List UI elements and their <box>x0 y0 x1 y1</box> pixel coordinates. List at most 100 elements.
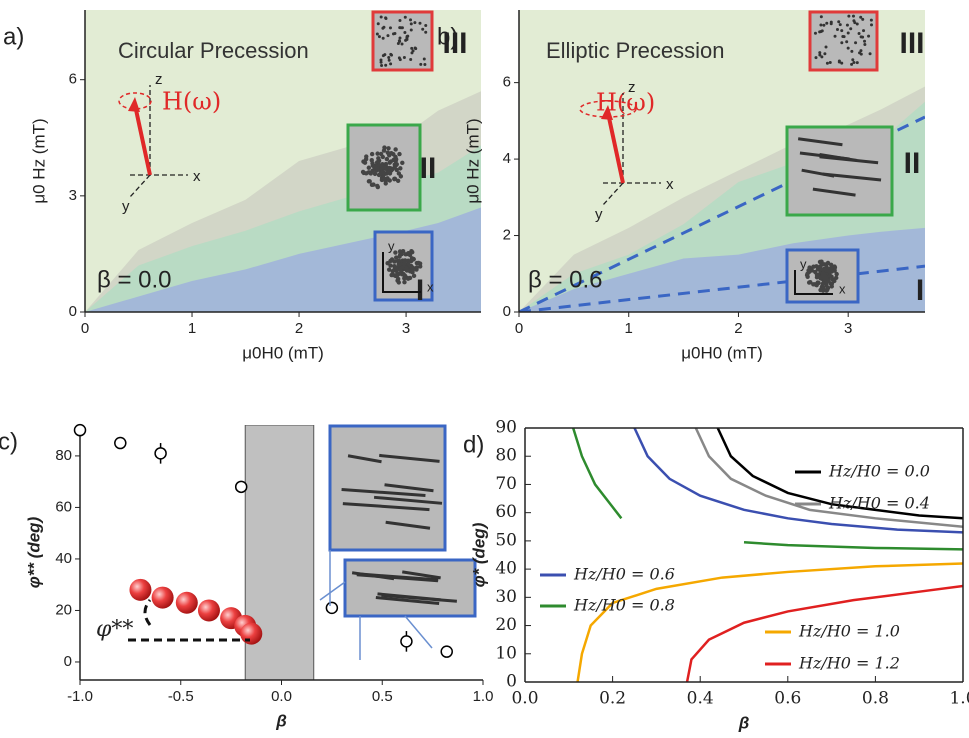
inset-texture <box>413 21 416 24</box>
inset-texture <box>402 262 406 266</box>
axis-letter: z <box>155 71 163 88</box>
inset-texture <box>814 56 817 59</box>
inset-texture <box>852 15 855 18</box>
data-point <box>401 636 412 647</box>
inset-texture <box>380 64 383 67</box>
field-label: H(ω) <box>162 88 221 116</box>
inset-texture <box>393 147 397 151</box>
inset-texture <box>386 34 389 37</box>
inset-texture <box>392 32 395 35</box>
inset-texture <box>379 164 383 168</box>
inset-texture <box>814 264 818 268</box>
inset-texture <box>370 152 374 156</box>
region-label: III <box>899 27 924 60</box>
y-tick-label: 20 <box>55 601 72 618</box>
inset-letter: x <box>839 281 846 296</box>
panel-label: b) <box>437 23 458 50</box>
inset-texture <box>376 159 380 163</box>
inset-texture <box>829 61 832 64</box>
inset-texture <box>378 35 381 38</box>
inset-texture <box>392 165 396 169</box>
beta-label: β = 0.6 <box>528 266 603 293</box>
data-point <box>326 602 337 613</box>
inset-texture <box>384 64 387 67</box>
inset-texture <box>839 23 842 26</box>
inset-texture <box>406 251 410 255</box>
inset-texture <box>404 16 407 19</box>
y-tick-label: 2 <box>503 227 511 244</box>
inset-texture <box>401 272 405 276</box>
inset-texture <box>381 155 385 159</box>
inset-texture <box>395 278 399 282</box>
y-tick-label: 10 <box>495 643 517 663</box>
inset-texture <box>388 178 392 182</box>
inset-texture <box>410 22 413 25</box>
inset-texture <box>822 24 825 27</box>
inset-texture <box>387 166 391 170</box>
inset-texture <box>424 24 427 27</box>
x-tick-label: 1.0 <box>949 689 969 709</box>
particle-point <box>152 587 174 609</box>
inset-texture <box>412 49 415 52</box>
region-label: I <box>916 274 924 307</box>
inset-texture <box>821 281 825 285</box>
x-tick-label: 1.0 <box>473 688 494 705</box>
inset-texture <box>845 40 848 43</box>
y-tick-label: 0 <box>506 672 517 692</box>
inset-texture <box>387 153 391 157</box>
inset-texture <box>807 280 811 284</box>
y-tick-label: 3 <box>69 187 77 204</box>
y-axis-label: φ* (deg) <box>469 522 488 587</box>
x-tick-label: 0.4 <box>687 689 714 709</box>
particle-point <box>198 599 220 621</box>
x-tick-label: 0.0 <box>511 689 538 709</box>
inset-texture <box>394 269 398 273</box>
inset-texture <box>403 31 406 34</box>
connector <box>320 582 345 600</box>
x-tick-label: -1.0 <box>67 688 93 705</box>
inset-texture <box>820 15 823 18</box>
axis-letter: z <box>628 79 636 96</box>
beta-label: β = 0.0 <box>97 266 172 293</box>
y-tick-label: 6 <box>503 74 511 91</box>
inset-texture <box>389 62 392 65</box>
particle-point <box>176 592 198 614</box>
region-label: II <box>904 147 921 180</box>
inset-texture <box>410 250 414 254</box>
inset-texture <box>825 266 829 270</box>
inset-texture <box>369 171 373 175</box>
inset-texture <box>821 275 825 279</box>
inset-letter: y <box>388 238 395 253</box>
inset-texture <box>861 18 864 21</box>
inset-texture <box>862 29 865 32</box>
inset-texture <box>382 37 385 40</box>
y-tick-label: 6 <box>69 71 77 88</box>
inset-texture <box>384 16 387 19</box>
figure: 0123036μ0H0 (mT)μ0 Hz (mT)a)Circular Pre… <box>0 0 969 738</box>
x-tick-label: 0.0 <box>271 688 292 705</box>
inset-texture <box>386 146 390 150</box>
inset-texture <box>410 47 413 50</box>
y-tick-label: 0 <box>503 303 511 320</box>
x-axis-label: β <box>275 711 287 730</box>
y-tick-label: 0 <box>69 303 77 320</box>
inset-texture <box>371 163 375 167</box>
page: {"chart_data": [ {"type": "area", "panel… <box>0 0 969 738</box>
inset-texture <box>406 276 410 280</box>
inset-texture <box>382 54 385 57</box>
inset-texture <box>847 32 850 35</box>
inset-texture <box>850 63 853 66</box>
x-tick-label: 1 <box>625 320 633 337</box>
x-tick-label: 0 <box>81 320 89 337</box>
inset-texture <box>819 23 822 26</box>
y-tick-label: 20 <box>495 615 517 635</box>
inset-texture <box>424 31 427 34</box>
inset-image <box>810 12 877 70</box>
inset-texture <box>403 56 406 59</box>
inset-texture <box>370 183 374 187</box>
axis-letter: y <box>122 198 130 215</box>
y-tick-label: 60 <box>55 498 72 515</box>
inset-texture <box>399 252 403 256</box>
inset-texture <box>382 177 386 181</box>
particle-point <box>129 579 151 601</box>
